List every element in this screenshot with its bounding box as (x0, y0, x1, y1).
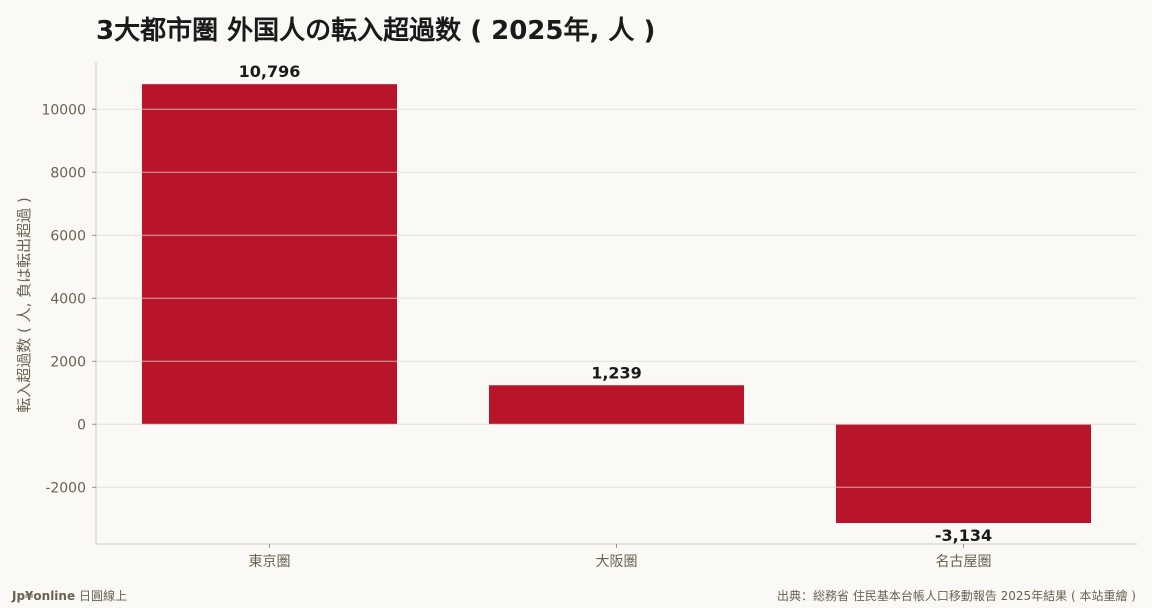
x-tick-label: 大阪圏 (596, 554, 638, 570)
data-labels: 10,796 1,239 -3,134 (239, 62, 993, 545)
chart-title: 3大都市圏 外国人の転入超過数 ( 2025年, 人 ) (96, 16, 656, 46)
y-tick-label: 6000 (50, 228, 86, 244)
data-label: 1,239 (591, 363, 642, 382)
data-label: -3,134 (935, 526, 992, 545)
y-tick-label: 4000 (50, 291, 86, 307)
bars (141, 84, 1092, 524)
x-tick-label: 名古屋圏 (936, 554, 992, 570)
bar-1 (141, 84, 398, 425)
axes: -2000 0 2000 4000 6000 8000 10000 東京圏 大阪圏 名古屋圏 (41, 62, 1137, 570)
y-axis-label: 転入超過数 ( 人, 負は転出超過 ) (15, 197, 33, 413)
y-tick-label: 0 (77, 417, 86, 433)
bar-2 (488, 385, 745, 425)
data-label: 10,796 (239, 62, 301, 81)
y-tick-label: 10000 (41, 102, 86, 118)
y-tick-label: 2000 (50, 354, 86, 370)
y-tick-label: 8000 (50, 165, 86, 181)
brand-name: Jp¥online (12, 589, 76, 603)
y-tick-label: -2000 (45, 480, 86, 496)
bar-3 (835, 424, 1092, 524)
footer-brand: Jp¥online 日圓線上 (12, 587, 127, 604)
x-tick-label: 東京圏 (249, 554, 291, 570)
footer-source: 出典：総務省 住民基本台帳人口移動報告 2025年結果 ( 本站重繪 ) (777, 589, 1136, 603)
brand-subtitle: 日圓線上 (78, 589, 127, 603)
